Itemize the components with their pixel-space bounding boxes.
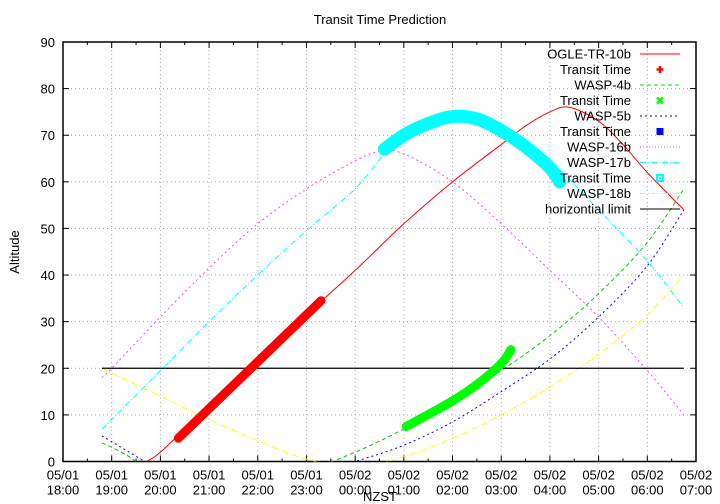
legend-label: WASP-18b xyxy=(567,186,631,201)
legend-label: horizontial limit xyxy=(545,202,631,217)
x-tick-date: 05/02 xyxy=(631,468,664,483)
x-tick-time: 01:00 xyxy=(388,483,421,498)
y-axis-label: Altitude xyxy=(7,230,22,273)
plot-frame xyxy=(62,41,697,463)
x-tick-date: 05/01 xyxy=(241,468,274,483)
x-tick-date: 05/02 xyxy=(582,468,615,483)
x-tick-date: 05/02 xyxy=(388,468,421,483)
chart-title: Transit Time Prediction xyxy=(314,12,446,27)
y-tick-label: 30 xyxy=(41,315,55,330)
x-tick-date: 05/02 xyxy=(339,468,372,483)
x-tick-date: 05/01 xyxy=(290,468,323,483)
legend-label: Transit Time xyxy=(560,62,631,77)
x-tick-date: 05/02 xyxy=(485,468,518,483)
legend-label: WASP-16b xyxy=(567,140,631,155)
x-tick-time: 03:00 xyxy=(485,483,518,498)
x-tick-date: 05/02 xyxy=(436,468,469,483)
wasp-17b-curve xyxy=(101,117,685,430)
x-tick-time: 07:00 xyxy=(680,483,713,498)
x-tick-date: 05/02 xyxy=(680,468,713,483)
x-tick-date: 05/01 xyxy=(95,468,128,483)
plus-marker-icon xyxy=(656,66,664,73)
wasp-5b-curve xyxy=(101,209,685,462)
legend-label: Transit Time xyxy=(560,171,631,186)
y-tick-label: 90 xyxy=(41,35,55,50)
legend-label: WASP-4b xyxy=(574,78,631,93)
x-tick-time: 19:00 xyxy=(95,483,128,498)
square-marker-icon xyxy=(656,174,664,182)
x-tick-date: 05/01 xyxy=(193,468,226,483)
legend-label: OGLE-TR-10b xyxy=(547,47,631,62)
x-tick-time: 06:00 xyxy=(631,483,664,498)
y-tick-label: 80 xyxy=(41,82,55,97)
x-tick-date: 05/02 xyxy=(534,468,567,483)
legend-label: Transit Time xyxy=(560,93,631,108)
y-tick-label: 10 xyxy=(41,408,55,423)
x-tick-time: 00:00 xyxy=(339,483,372,498)
y-tick-label: 0 xyxy=(48,455,55,470)
legend-label: Transit Time xyxy=(560,124,631,139)
x-tick-time: 23:00 xyxy=(290,483,323,498)
x-tick-time: 22:00 xyxy=(241,483,274,498)
x-tick-time: 18:00 xyxy=(47,483,80,498)
wasp-4b-transit-band xyxy=(401,345,516,432)
axes: 010203040506070809005/0118:0005/0119:000… xyxy=(41,35,713,498)
x-tick-time: 02:00 xyxy=(436,483,469,498)
legend-label: WASP-17b xyxy=(567,155,631,170)
cross-marker-icon xyxy=(656,96,664,105)
x-axis-label: NZST xyxy=(363,489,397,504)
x-tick-time: 20:00 xyxy=(144,483,177,498)
x-tick-date: 05/01 xyxy=(47,468,80,483)
y-tick-label: 20 xyxy=(41,361,55,376)
y-tick-label: 70 xyxy=(41,128,55,143)
ogle-tr-10b-transit-band xyxy=(173,296,326,443)
y-tick-label: 50 xyxy=(41,221,55,236)
x-tick-time: 05:00 xyxy=(582,483,615,498)
x-tick-time: 21:00 xyxy=(193,483,226,498)
y-tick-label: 60 xyxy=(41,175,55,190)
wasp-4b-curve xyxy=(101,188,685,462)
x-tick-date: 05/01 xyxy=(144,468,177,483)
wasp-17b-transit-band xyxy=(377,109,567,189)
box-marker-icon xyxy=(656,128,664,135)
wasp-18b-curve xyxy=(101,274,685,462)
x-tick-time: 04:00 xyxy=(534,483,567,498)
y-tick-label: 40 xyxy=(41,268,55,283)
legend-label: WASP-5b xyxy=(574,109,631,124)
series-layer xyxy=(101,106,685,462)
